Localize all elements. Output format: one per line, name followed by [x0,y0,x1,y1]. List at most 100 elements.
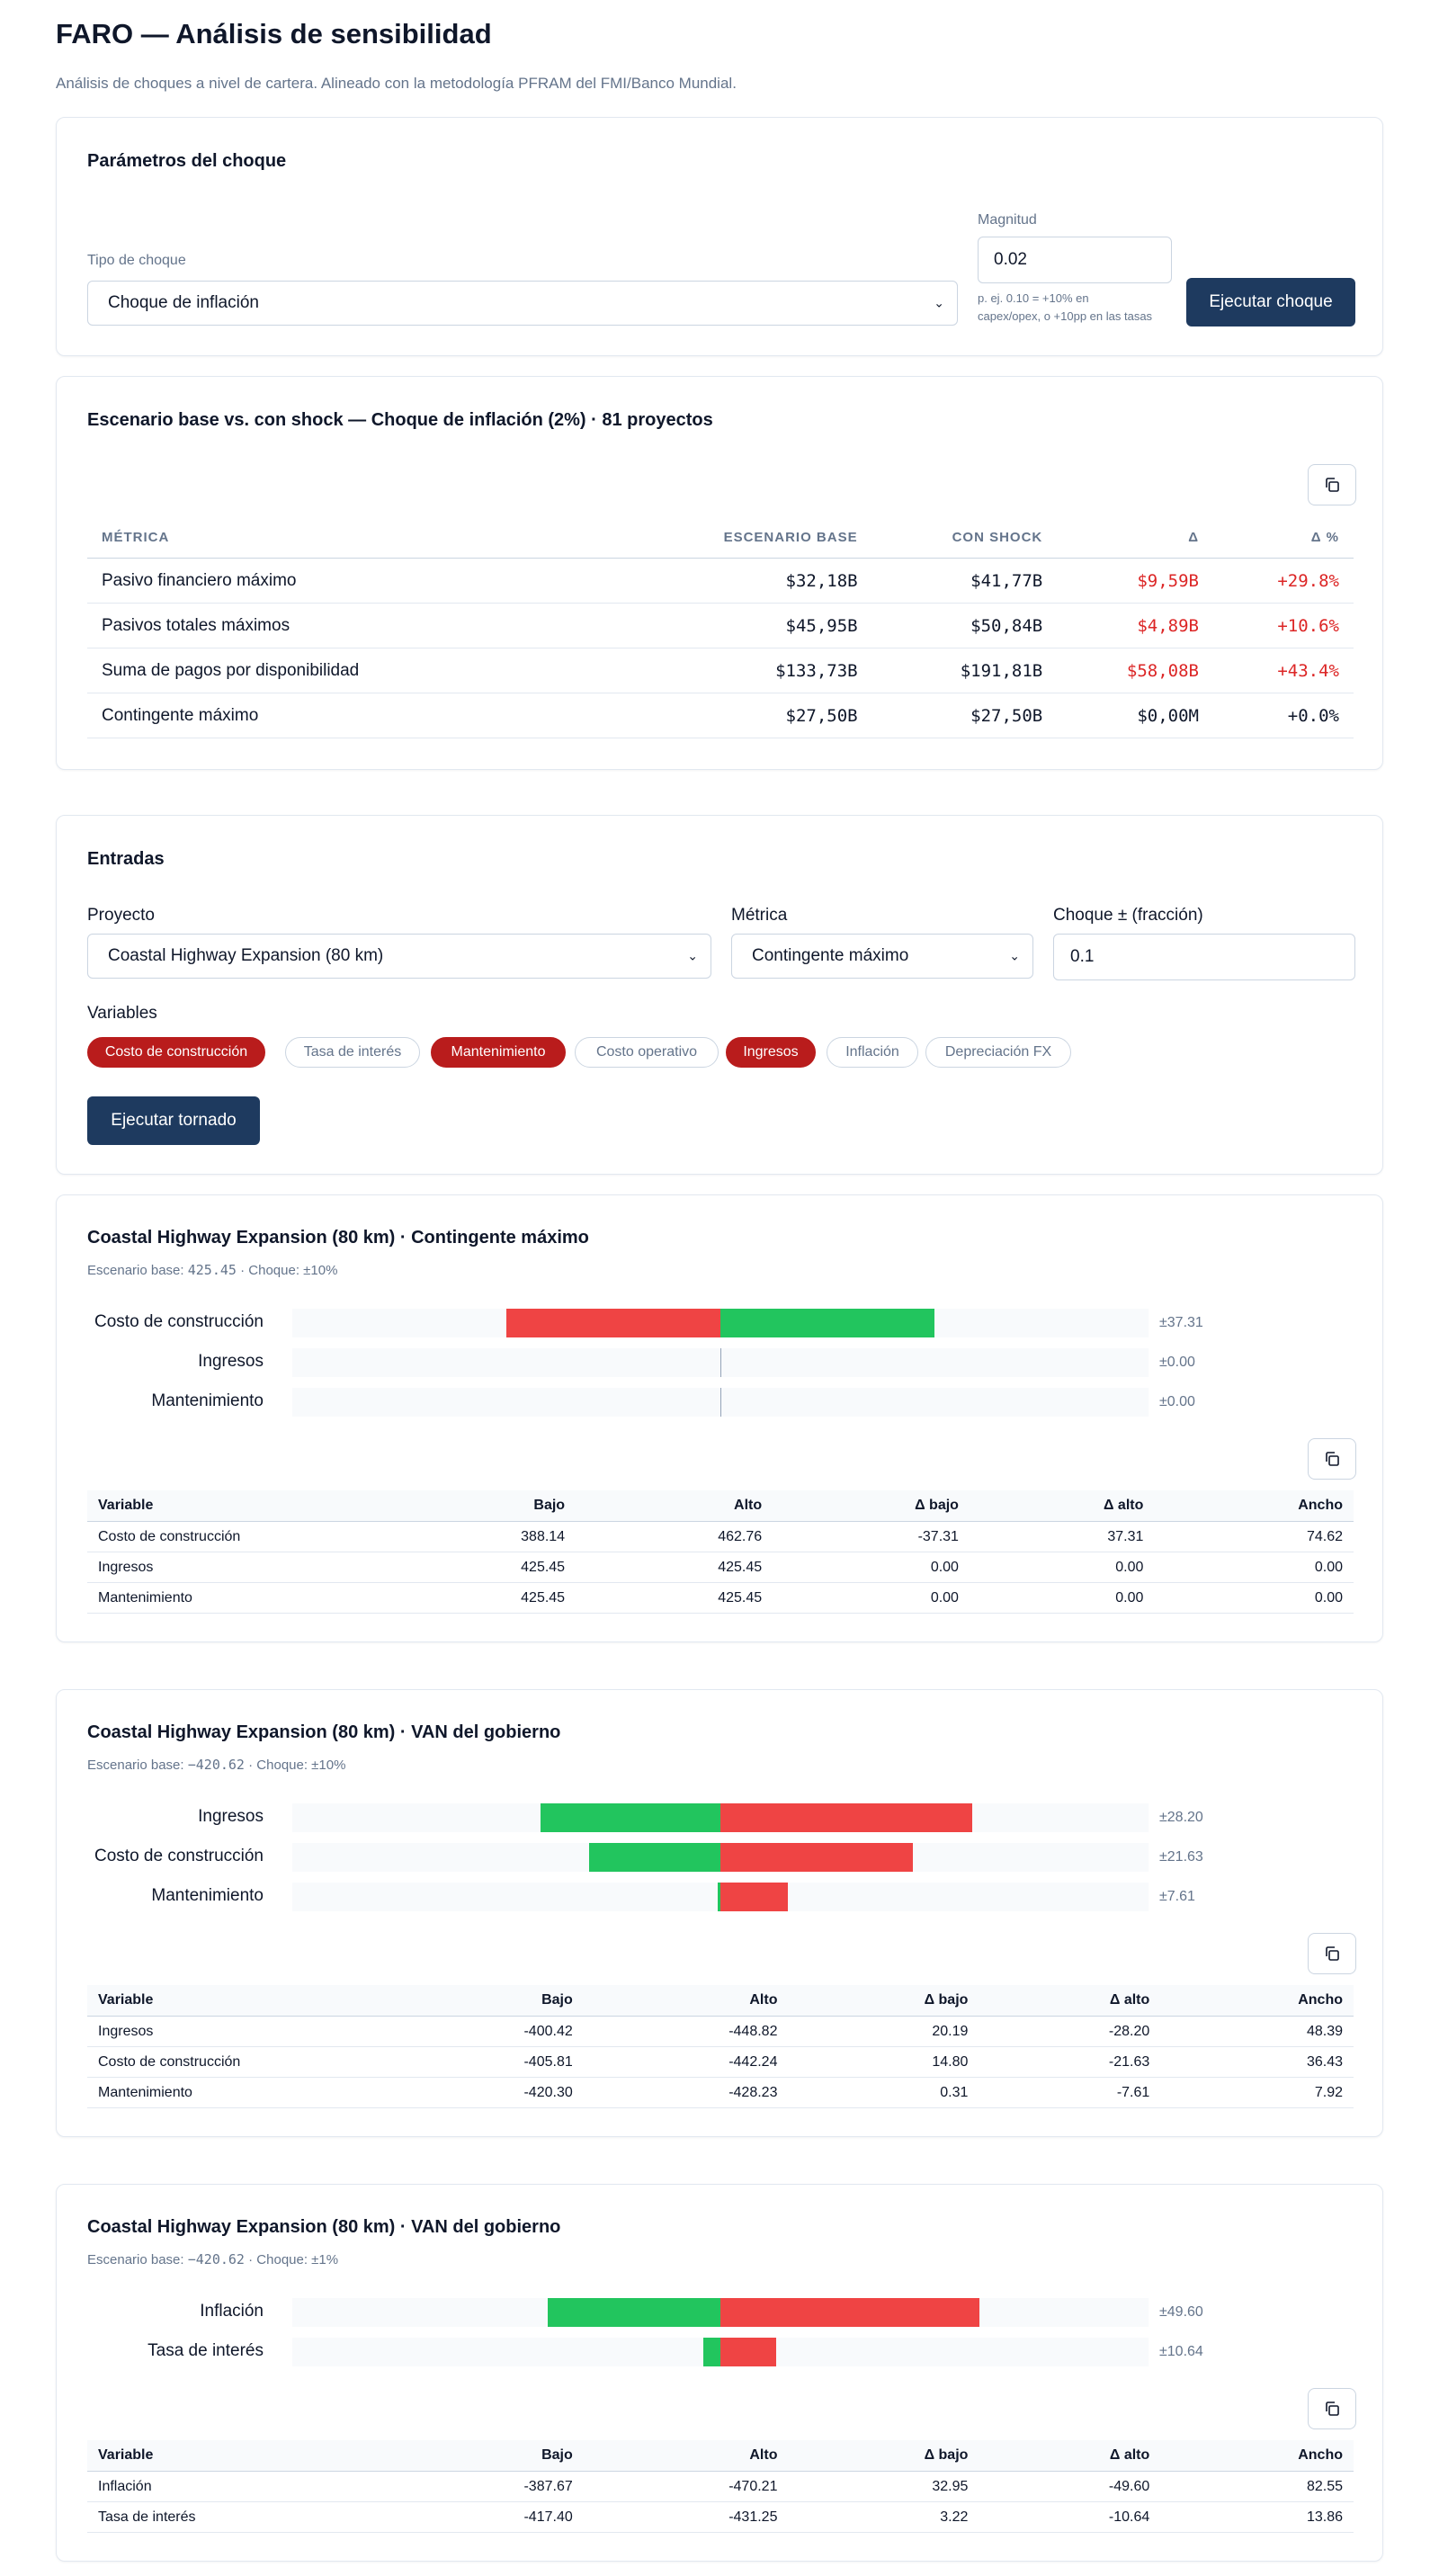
variable-chip-tasa-interes[interactable]: Tasa de interés [285,1037,420,1068]
delta-high-cell: -10.64 [979,2501,1161,2533]
project-select[interactable]: Coastal Highway Expansion (80 km) ⌄ [87,934,711,979]
delta-low-cell: 32.95 [788,2471,979,2502]
low-cell: -417.40 [379,2501,584,2533]
variable-cell: Mantenimiento [87,1582,379,1614]
tornado-spread-value: ±7.61 [1159,1889,1195,1904]
tornado-bar-low [506,1309,720,1337]
tornado-track [292,2298,1149,2327]
shock-params-title: Parámetros del choque [87,151,287,171]
table-row: Tasa de interés -417.40 -431.25 3.22 -10… [87,2501,1354,2533]
metric-cell: Contingente máximo [87,693,620,738]
metric-cell: Suma de pagos por disponibilidad [87,648,620,693]
column-header: Δ % [1212,516,1354,559]
column-header: Δ alto [969,1490,1155,1522]
shock-type-label: Tipo de choque [87,253,186,268]
magnitude-hint-line-2: capex/opex, o +10pp en las tasas [978,309,1153,323]
delta-pct-cell: +10.6% [1212,603,1354,648]
high-cell: 462.76 [576,1521,773,1552]
column-header: Δ bajo [788,1985,979,2017]
low-cell: 425.45 [379,1582,576,1614]
base-cell: $32,18B [620,558,872,604]
metric-value: Contingente máximo [752,946,909,965]
run-shock-button[interactable]: Ejecutar choque [1186,278,1355,326]
delta-pct-cell: +43.4% [1212,648,1354,693]
tornado-row-label: Costo de construcción [94,1312,264,1331]
tornado-title: Coastal Highway Expansion (80 km) · VAN … [87,2217,561,2237]
variable-chip-costo-operativo[interactable]: Costo operativo [575,1037,719,1068]
tornado-table: Variable Bajo Alto Δ bajo Δ alto Ancho I… [87,2440,1354,2533]
copy-button[interactable] [1308,464,1356,505]
tornado-bar-low [703,2338,720,2366]
low-cell: -387.67 [379,2471,584,2502]
delta-low-cell: 14.80 [788,2046,979,2078]
tornado-row-label: Ingresos [198,1807,264,1826]
column-header: Variable [87,1490,379,1522]
table-row: Pasivos totales máximos $45,95B $50,84B … [87,603,1354,648]
width-cell: 7.92 [1160,2077,1354,2108]
table-row: Suma de pagos por disponibilidad $133,73… [87,648,1354,693]
width-cell: 0.00 [1154,1582,1354,1614]
column-header: Alto [583,1985,789,2017]
delta-pct-cell: +29.8% [1212,558,1354,604]
base-cell: $27,50B [620,693,872,738]
tornado-bar-low [548,2298,720,2327]
variable-chip-inflacion[interactable]: Inflación [827,1037,918,1068]
column-header: Bajo [379,2440,584,2472]
variable-chip-ingresos[interactable]: Ingresos [726,1037,816,1068]
column-header: Δ bajo [773,1490,970,1522]
tornado-spread-value: ±37.31 [1159,1315,1203,1330]
tornado-bar-high [720,2298,979,2327]
shock-cell: $50,84B [871,603,1058,648]
tornado-row-label: Tasa de interés [147,2341,264,2360]
shock-type-select[interactable]: Choque de inflación ⌄ [87,281,958,326]
column-header: Ancho [1160,2440,1354,2472]
tornado-center-line [720,1348,721,1377]
magnitude-input[interactable]: 0.02 [978,237,1172,283]
delta-cell: $9,59B [1057,558,1213,604]
width-cell: 74.62 [1154,1521,1354,1552]
shock-fraction-label: Choque ± (fracción) [1053,906,1203,925]
delta-high-cell: 0.00 [969,1552,1155,1583]
low-cell: -420.30 [379,2077,584,2108]
column-header: Con shock [871,516,1058,559]
high-cell: 425.45 [576,1582,773,1614]
copy-button[interactable] [1308,1438,1356,1480]
variable-cell: Mantenimiento [87,2077,379,2108]
tornado-track [292,1803,1149,1832]
delta-low-cell: 0.00 [773,1582,970,1614]
width-cell: 13.86 [1160,2501,1354,2533]
base-cell: $45,95B [620,603,872,648]
copy-button[interactable] [1308,2388,1356,2429]
tornado-table-header: Variable Bajo Alto Δ bajo Δ alto Ancho [87,1490,1354,1522]
magnitude-label: Magnitud [978,212,1037,228]
column-header: Ancho [1154,1490,1354,1522]
high-cell: -448.82 [583,2016,789,2047]
chevron-down-icon: ⌄ [934,295,944,310]
tornado-row-label: Mantenimiento [151,1886,264,1905]
comparison-header-row: Métrica Escenario base Con shock Δ Δ % [87,516,1354,559]
shock-fraction-input[interactable]: 0.1 [1053,934,1355,980]
tornado-bar-high [720,1803,972,1832]
tornado-spread-value: ±21.63 [1159,1849,1203,1865]
delta-high-cell: -49.60 [979,2471,1161,2502]
copy-button[interactable] [1308,1933,1356,1974]
copy-icon [1326,1946,1339,1961]
magnitude-hint: p. ej. 0.10 = +10% en capex/opex, o +10p… [978,290,1152,326]
tornado-bar-high [720,2338,776,2366]
variable-chip-costo-construccion[interactable]: Costo de construcción [87,1037,265,1068]
tornado-bar-high [720,1843,913,1872]
inputs-title: Entradas [87,849,165,869]
column-header: Bajo [379,1985,584,2017]
run-tornado-button[interactable]: Ejecutar tornado [87,1096,260,1145]
low-cell: -405.81 [379,2046,584,2078]
shock-text: · Choque: ±10% [240,1263,338,1278]
variable-cell: Costo de construcción [87,2046,379,2078]
delta-high-cell: 37.31 [969,1521,1155,1552]
width-cell: 48.39 [1160,2016,1354,2047]
table-row: Ingresos 425.45 425.45 0.00 0.00 0.00 [87,1552,1354,1583]
shock-cell: $41,77B [871,558,1058,604]
variable-chip-depreciacion-fx[interactable]: Depreciación FX [925,1037,1071,1068]
variable-chip-mantenimiento[interactable]: Mantenimiento [431,1037,566,1068]
tornado-spread-value: ±10.64 [1159,2344,1203,2359]
metric-select[interactable]: Contingente máximo ⌄ [731,934,1033,979]
